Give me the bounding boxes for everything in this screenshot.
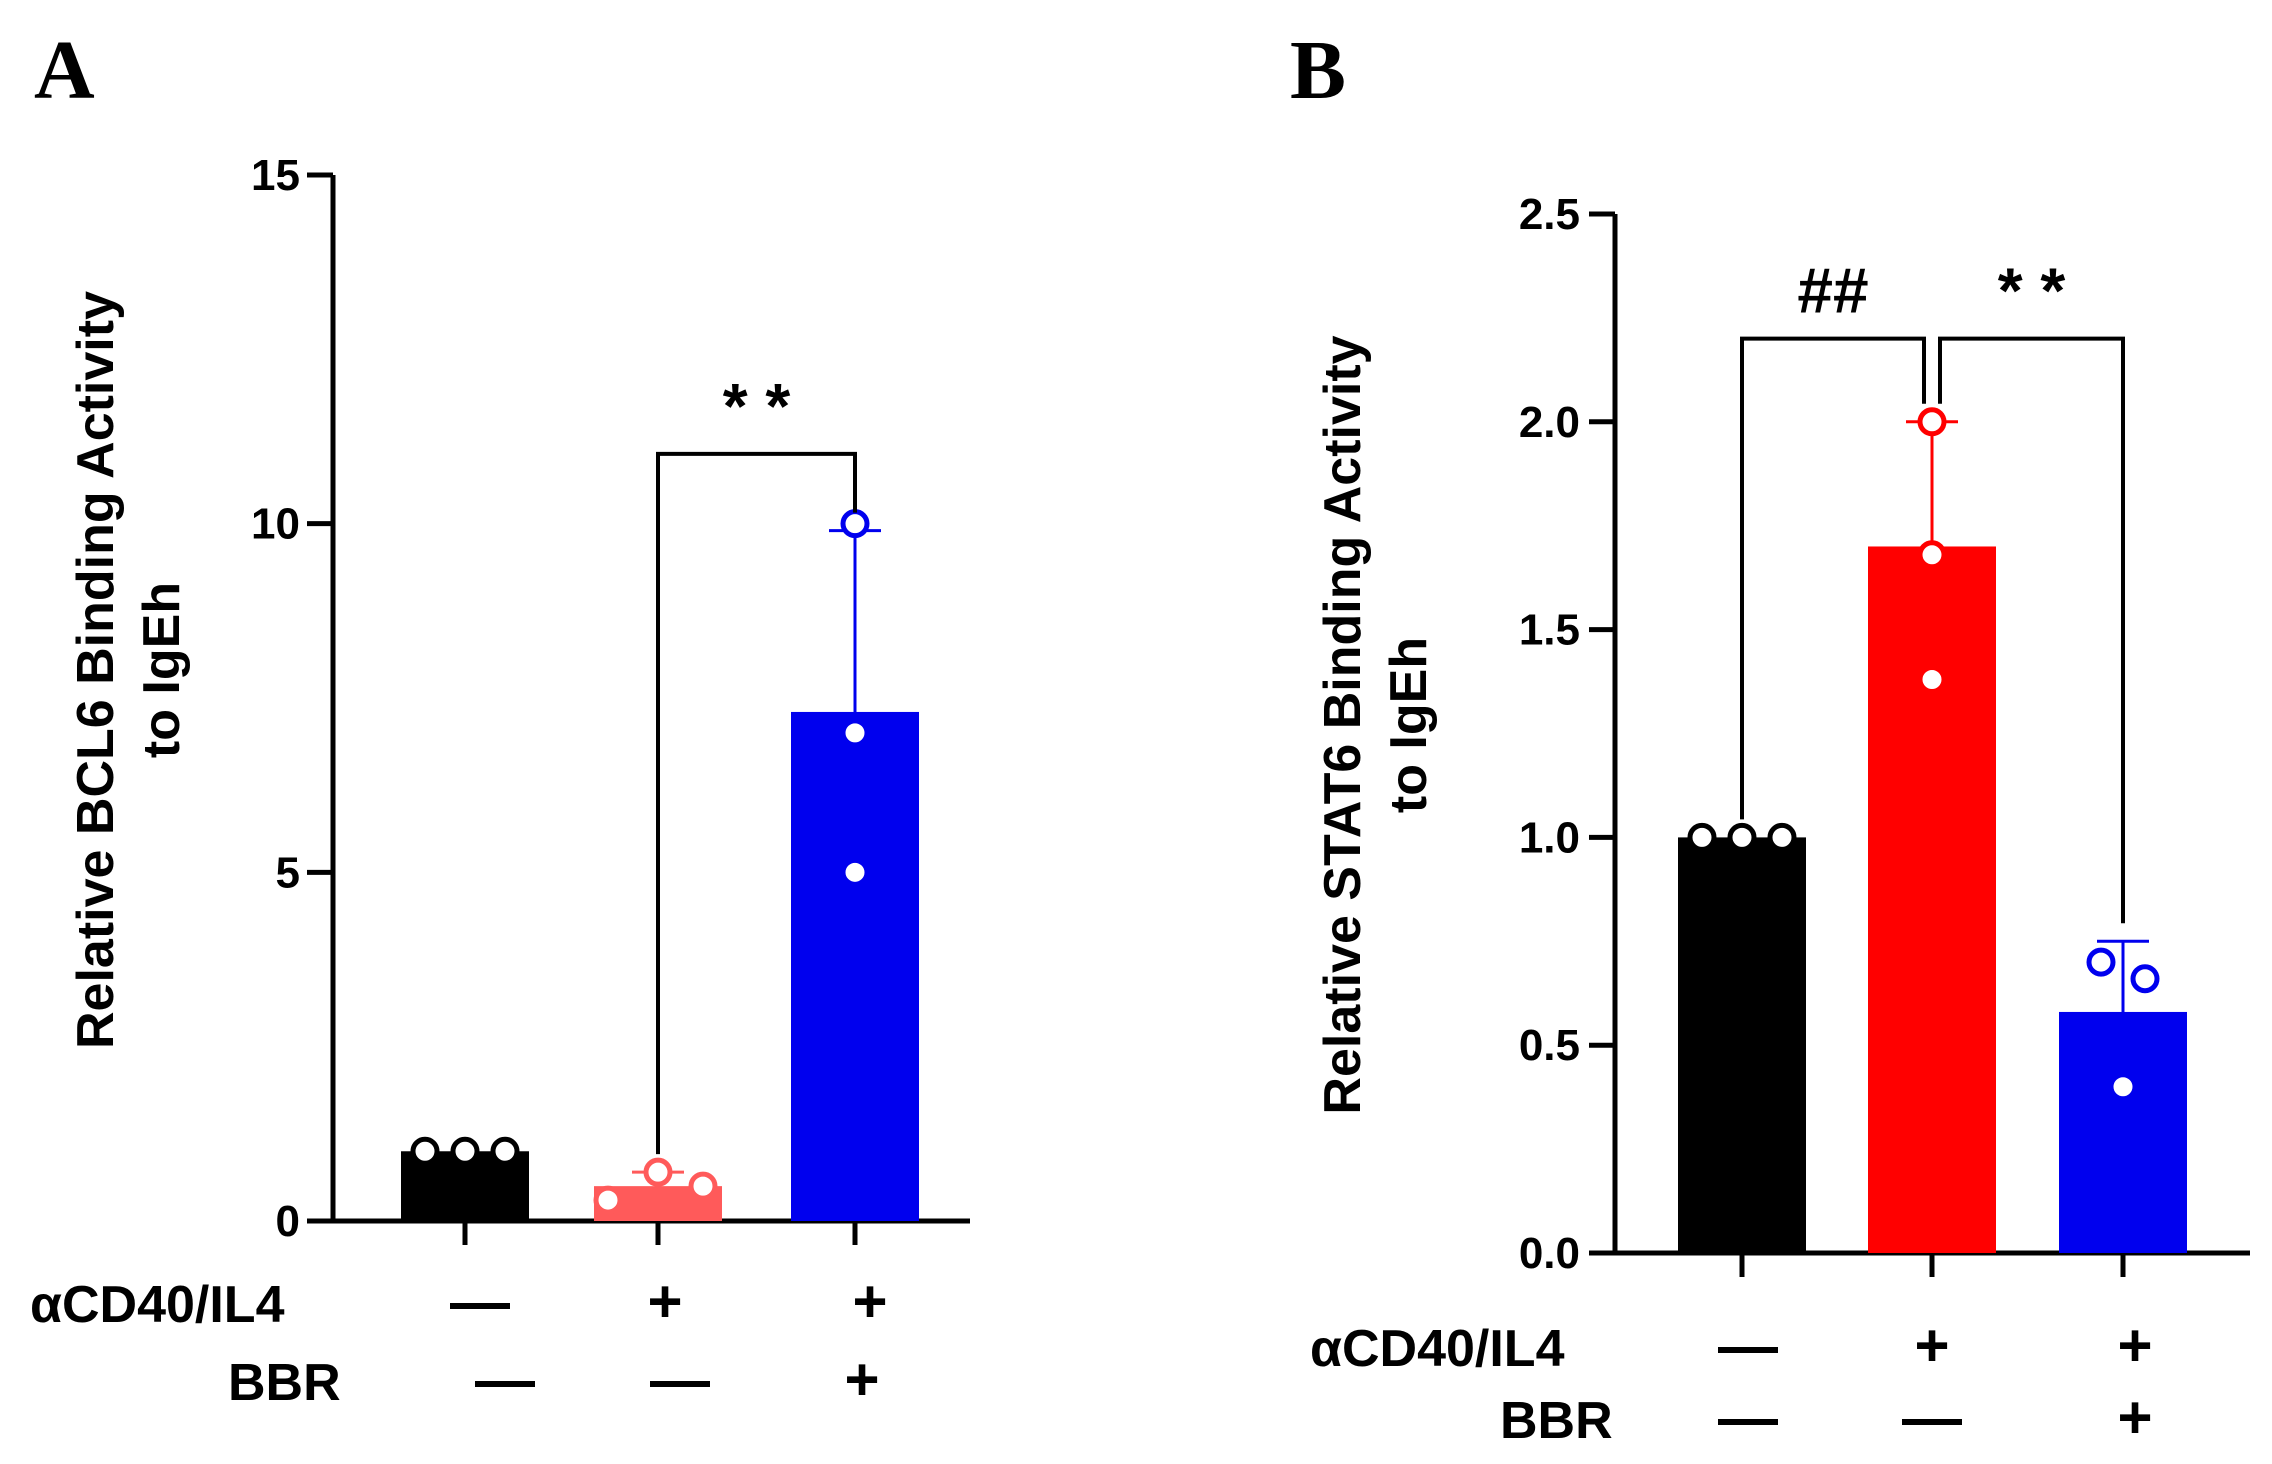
significance-label-b-2: * * — [1998, 255, 2066, 327]
bar-b-3 — [2059, 1011, 2187, 1253]
cond-a-row2-col3: + — [844, 1346, 879, 1413]
y-axis-title-a: Relative BCL6 Binding Activity to IgEh — [67, 291, 191, 1049]
cond-b-row1-col1: — — [1718, 1312, 1778, 1379]
data-point-b-2 — [1917, 540, 1947, 570]
cond-b-row1-col2: + — [1914, 1312, 1949, 1379]
significance-label-a-1: * * — [723, 370, 791, 442]
data-point-a-1 — [490, 1136, 520, 1166]
cond-a-row2-col2: — — [650, 1346, 710, 1413]
panel-letter-a: A — [34, 24, 95, 117]
significance-bracket-b-2 — [1938, 336, 2125, 924]
cond-b-row2-col3: + — [2117, 1384, 2152, 1451]
cond-a-row1-col1: — — [450, 1268, 510, 1335]
y-axis-title-b: Relative STAT6 Binding Activity to IgEh — [1314, 335, 1438, 1114]
y-tick-label-a: 15 — [251, 151, 300, 200]
cond-b-row2-col1: — — [1718, 1384, 1778, 1451]
cond-b-row2-col2: — — [1902, 1384, 1962, 1451]
y-tick-label-a: 5 — [276, 848, 300, 897]
data-point-b-1 — [1727, 822, 1757, 852]
bar-b-1 — [1678, 837, 1806, 1253]
data-point-b-3 — [2130, 964, 2160, 994]
cond-a-row1-col3: + — [852, 1268, 887, 1335]
data-point-b-3 — [2086, 947, 2116, 977]
bar-b-2 — [1868, 546, 1996, 1253]
condition-label-acd40-il4-a: αCD40/IL4 — [30, 1276, 285, 1334]
panel-letter-b: B — [1290, 24, 1346, 117]
y-tick-label-b: 1.5 — [1519, 606, 1580, 655]
data-point-b-3 — [2108, 1072, 2138, 1102]
plot-area-a: 0 5 10 15 * * — [251, 151, 970, 1246]
y-axis-title-a-line2: to IgEh — [133, 582, 191, 758]
data-point-a-3 — [840, 509, 870, 539]
significance-bracket-a-1 — [656, 451, 857, 1155]
data-point-a-3 — [840, 718, 870, 748]
y-tick-label-b: 0.5 — [1519, 1021, 1580, 1070]
plot-area-b: 0.0 0.5 1.0 1.5 2.0 2.5 ## * * — [1519, 190, 2250, 1278]
bar-a-3 — [791, 711, 919, 1221]
data-point-a-2 — [593, 1185, 623, 1215]
y-axis-title-a-line1: Relative BCL6 Binding Activity — [67, 291, 125, 1049]
data-point-b-1 — [1687, 822, 1717, 852]
y-tick-label-b: 2.0 — [1519, 398, 1580, 447]
condition-label-bbr-b: BBR — [1500, 1392, 1613, 1450]
data-point-b-2 — [1917, 407, 1947, 437]
significance-bracket-b-1 — [1740, 336, 1926, 820]
y-tick-label-a: 0 — [276, 1197, 300, 1246]
y-tick-label-a: 10 — [251, 500, 300, 549]
panel-b: B Relative STAT6 Binding Activity to IgE… — [1290, 24, 2250, 1451]
cond-a-row2-col1: — — [475, 1346, 535, 1413]
y-tick-label-b: 2.5 — [1519, 190, 1580, 239]
data-point-a-2 — [643, 1157, 673, 1187]
y-axis-title-b-line2: to IgEh — [1380, 637, 1438, 813]
data-point-b-1 — [1767, 822, 1797, 852]
data-point-a-3 — [840, 857, 870, 887]
cond-a-row1-col2: + — [647, 1268, 682, 1335]
y-tick-label-b: 0.0 — [1519, 1229, 1580, 1278]
significance-label-b-1: ## — [1797, 255, 1868, 327]
data-point-b-2 — [1917, 664, 1947, 694]
condition-label-acd40-il4-b: αCD40/IL4 — [1310, 1320, 1565, 1378]
data-point-a-1 — [410, 1136, 440, 1166]
condition-label-bbr-a: BBR — [228, 1354, 341, 1412]
y-tick-label-b: 1.0 — [1519, 813, 1580, 862]
panel-a: A Relative BCL6 Binding Activity to IgEh… — [30, 24, 970, 1413]
data-point-a-1 — [450, 1136, 480, 1166]
cond-b-row1-col3: + — [2117, 1312, 2152, 1379]
y-axis-title-b-line1: Relative STAT6 Binding Activity — [1314, 335, 1372, 1114]
data-point-a-2 — [688, 1171, 718, 1201]
